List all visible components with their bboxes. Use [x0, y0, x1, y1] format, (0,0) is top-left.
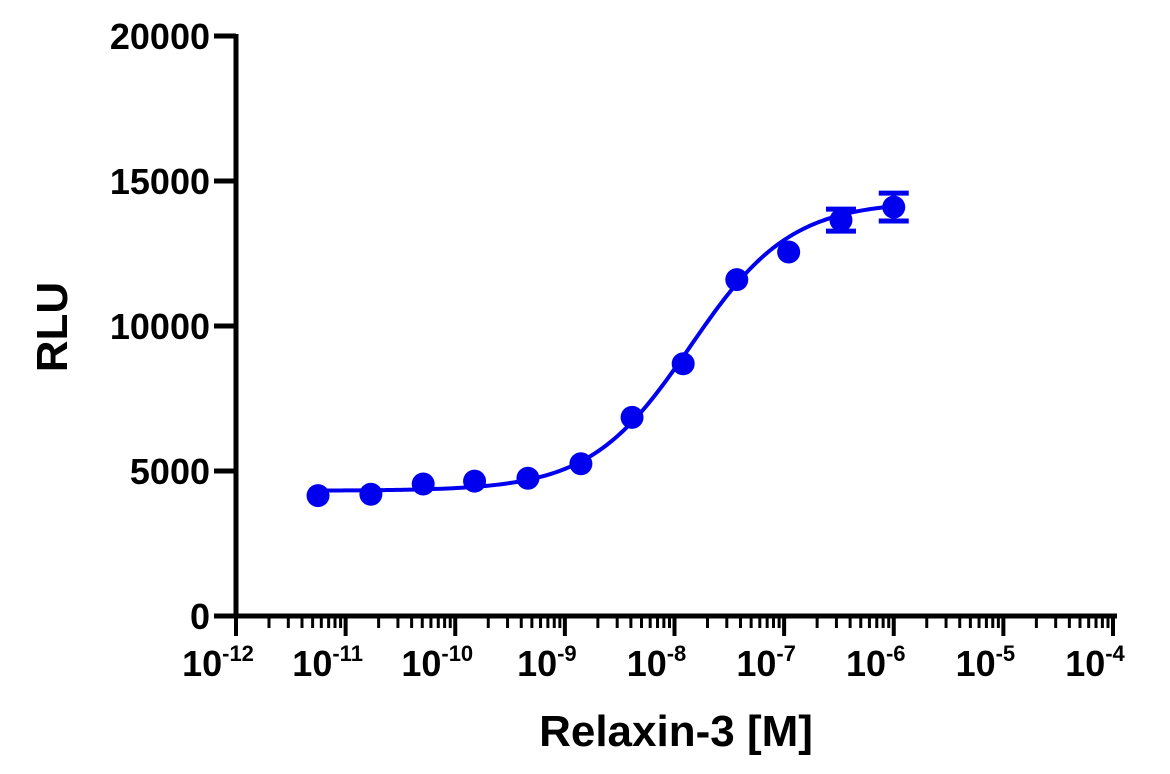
data-point	[411, 472, 435, 496]
x-tick-label: 10-6	[846, 641, 906, 684]
x-axis-title: Relaxin-3 [M]	[539, 707, 813, 756]
y-tick-label: 0	[190, 596, 210, 637]
data-point	[829, 208, 853, 232]
fit-curve-layer	[318, 204, 894, 493]
x-tick-label: 10-12	[182, 641, 254, 684]
data-point	[882, 195, 906, 219]
data-point	[777, 240, 801, 264]
data-point	[620, 405, 644, 429]
y-axis-title: RLU	[28, 282, 77, 372]
x-tick-label: 10-4	[1065, 641, 1125, 684]
data-point	[516, 466, 540, 490]
x-tick-label: 10-9	[517, 641, 577, 684]
x-tick-label: 10-8	[627, 641, 687, 684]
data-point	[569, 452, 593, 476]
y-tick-label: 5000	[130, 451, 210, 492]
data-point	[463, 469, 487, 493]
y-tick-label: 15000	[110, 161, 210, 202]
axes-layer	[233, 34, 1117, 619]
x-tick-label: 10-7	[736, 641, 796, 684]
data-point	[725, 268, 749, 292]
data-points-layer	[306, 195, 906, 508]
y-tick-label: 10000	[110, 306, 210, 347]
data-point	[671, 352, 695, 376]
y-ticks-layer: 0 5000 10000 15000 20000	[110, 16, 236, 637]
x-tick-label: 10-10	[401, 641, 473, 684]
y-tick-label: 20000	[110, 16, 210, 57]
data-point	[306, 484, 330, 508]
fit-curve	[318, 204, 894, 493]
x-ticks-layer: 10-12 10-11 10-10 10-9 10-8 10-7 10-6 10-5 10-4	[182, 616, 1126, 684]
data-point	[359, 482, 383, 506]
x-tick-label: 10-5	[956, 641, 1016, 684]
x-tick-label: 10-11	[292, 641, 363, 684]
